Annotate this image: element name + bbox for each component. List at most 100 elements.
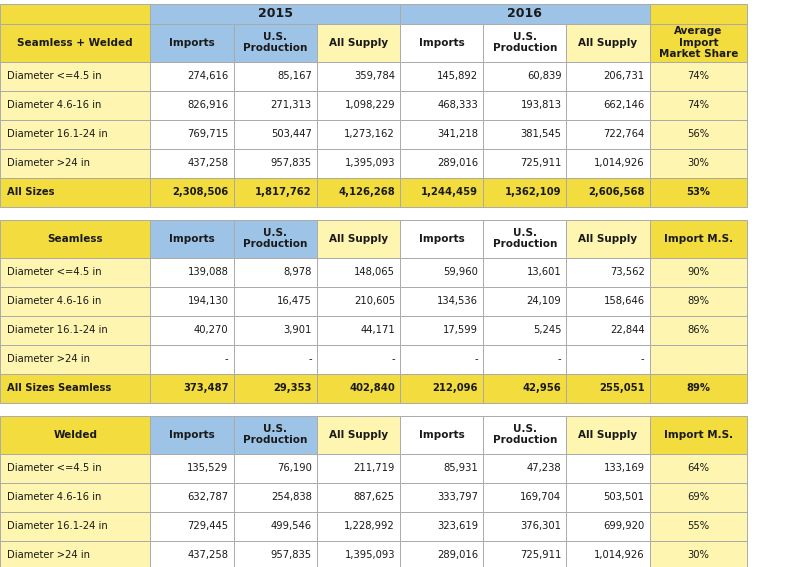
Bar — [0, 483, 150, 511]
Bar — [234, 23, 317, 61]
Text: Seamless + Welded: Seamless + Welded — [18, 37, 133, 48]
Text: 359,784: 359,784 — [354, 71, 395, 81]
Text: 254,838: 254,838 — [271, 492, 312, 502]
Text: Imports: Imports — [418, 429, 465, 439]
Text: 4,126,268: 4,126,268 — [338, 187, 395, 197]
Text: 1,395,093: 1,395,093 — [345, 550, 395, 560]
Text: Welded: Welded — [53, 429, 98, 439]
Bar — [483, 416, 566, 454]
Text: -: - — [558, 354, 562, 364]
Bar — [483, 120, 566, 149]
Bar — [400, 23, 483, 61]
Bar — [566, 23, 650, 61]
Bar — [400, 61, 483, 91]
Bar — [234, 177, 317, 206]
Text: 2,308,506: 2,308,506 — [172, 187, 229, 197]
Text: 69%: 69% — [687, 492, 710, 502]
Text: Diameter >24 in: Diameter >24 in — [7, 158, 90, 168]
Text: Import M.S.: Import M.S. — [664, 429, 733, 439]
Bar — [566, 286, 650, 315]
Bar — [150, 454, 234, 483]
Bar — [234, 120, 317, 149]
Text: 133,169: 133,169 — [603, 463, 645, 473]
Bar — [483, 177, 566, 206]
Text: 373,487: 373,487 — [183, 383, 229, 393]
Bar — [317, 345, 400, 374]
Bar — [150, 374, 234, 403]
Text: 145,892: 145,892 — [437, 71, 478, 81]
Text: Import M.S.: Import M.S. — [664, 234, 733, 243]
Bar — [317, 540, 400, 567]
Bar — [150, 286, 234, 315]
Text: 158,646: 158,646 — [603, 296, 645, 306]
Bar — [566, 540, 650, 567]
Text: 5,245: 5,245 — [533, 325, 562, 335]
Bar — [0, 4, 150, 23]
Text: All Supply: All Supply — [329, 429, 388, 439]
Text: 210,605: 210,605 — [354, 296, 395, 306]
Text: 1,228,992: 1,228,992 — [344, 521, 395, 531]
Bar — [0, 454, 150, 483]
Text: 30%: 30% — [687, 550, 710, 560]
Text: 1,098,229: 1,098,229 — [344, 100, 395, 110]
Bar — [234, 511, 317, 540]
Text: 134,536: 134,536 — [437, 296, 478, 306]
Bar — [483, 257, 566, 286]
Text: All Sizes Seamless: All Sizes Seamless — [7, 383, 111, 393]
Text: 503,501: 503,501 — [604, 492, 645, 502]
Bar — [150, 219, 234, 257]
Text: 2016: 2016 — [507, 7, 542, 20]
Bar — [150, 315, 234, 345]
Bar — [566, 315, 650, 345]
Text: 22,844: 22,844 — [610, 325, 645, 335]
Bar — [317, 91, 400, 120]
Bar — [400, 177, 483, 206]
Bar — [566, 454, 650, 483]
Bar — [566, 511, 650, 540]
Bar — [566, 416, 650, 454]
Bar — [483, 345, 566, 374]
Text: 274,616: 274,616 — [187, 71, 229, 81]
Bar — [317, 61, 400, 91]
Bar — [400, 540, 483, 567]
Text: 725,911: 725,911 — [520, 158, 562, 168]
Bar — [0, 61, 150, 91]
Bar — [650, 315, 747, 345]
Bar — [400, 149, 483, 177]
Bar — [483, 540, 566, 567]
Bar — [234, 540, 317, 567]
Bar — [0, 374, 150, 403]
Bar — [400, 374, 483, 403]
Text: 193,813: 193,813 — [520, 100, 562, 110]
Text: Diameter 4.6-16 in: Diameter 4.6-16 in — [7, 492, 102, 502]
Text: 85,931: 85,931 — [443, 463, 478, 473]
Text: 89%: 89% — [687, 296, 710, 306]
Text: 503,447: 503,447 — [271, 129, 312, 139]
Bar — [400, 219, 483, 257]
Text: 376,301: 376,301 — [520, 521, 562, 531]
Bar — [400, 511, 483, 540]
Text: -: - — [391, 354, 395, 364]
Text: 826,916: 826,916 — [187, 100, 229, 110]
Text: 341,218: 341,218 — [437, 129, 478, 139]
Text: 887,625: 887,625 — [354, 492, 395, 502]
Text: 74%: 74% — [687, 100, 710, 110]
Bar — [234, 91, 317, 120]
Bar — [650, 149, 747, 177]
Text: 47,238: 47,238 — [526, 463, 562, 473]
Bar — [483, 149, 566, 177]
Text: Diameter <=4.5 in: Diameter <=4.5 in — [7, 463, 102, 473]
Text: 2015: 2015 — [258, 7, 293, 20]
Text: Diameter 4.6-16 in: Diameter 4.6-16 in — [7, 100, 102, 110]
Bar — [150, 4, 400, 23]
Bar — [0, 91, 150, 120]
Bar — [566, 345, 650, 374]
Bar — [150, 257, 234, 286]
Text: 169,704: 169,704 — [520, 492, 562, 502]
Text: 135,529: 135,529 — [187, 463, 229, 473]
Text: 729,445: 729,445 — [187, 521, 229, 531]
Text: 56%: 56% — [687, 129, 710, 139]
Text: 722,764: 722,764 — [603, 129, 645, 139]
Bar — [650, 416, 747, 454]
Bar — [317, 177, 400, 206]
